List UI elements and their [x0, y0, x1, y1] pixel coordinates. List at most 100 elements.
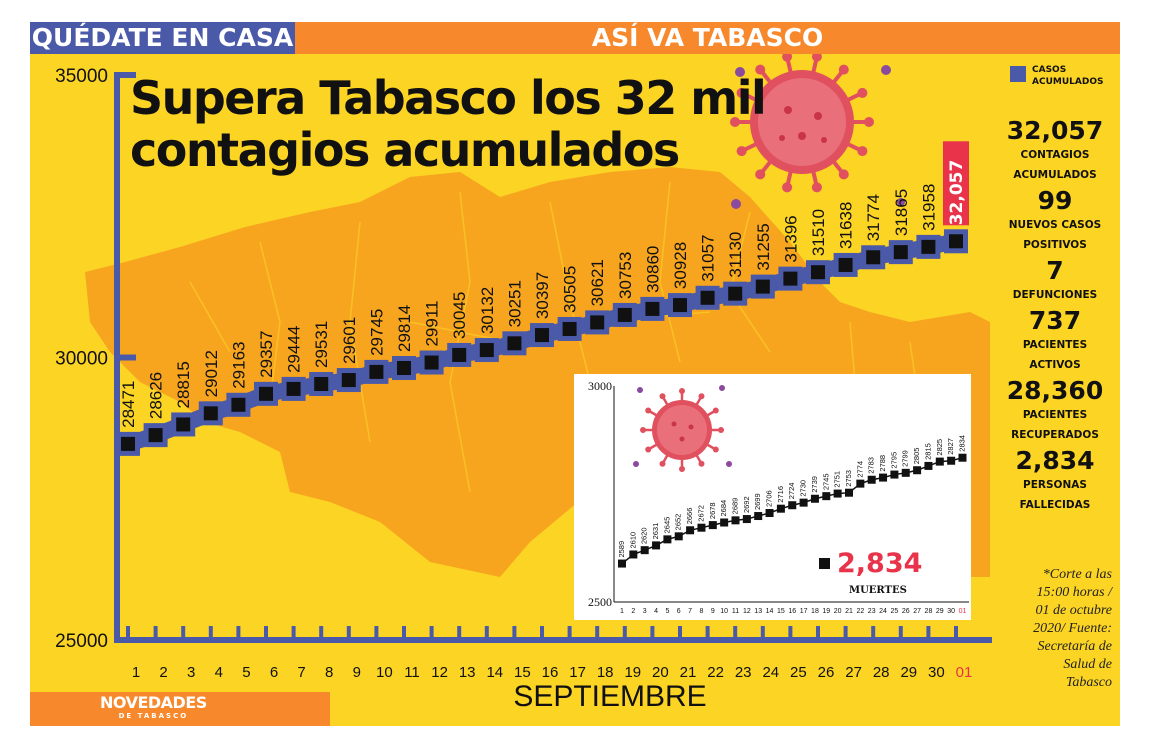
headline: Supera Tabasco los 32 mil contagios acum… — [130, 71, 767, 177]
inset-data-point — [674, 532, 683, 541]
inset-data-point — [663, 535, 672, 544]
inset-data-label: 2815 — [923, 443, 932, 460]
data-point — [949, 234, 963, 249]
data-label: 31255 — [754, 223, 773, 270]
inset-data-label: 2672 — [696, 505, 705, 522]
stat-label: PERSONAS FALLECIDAS — [1019, 479, 1091, 511]
logo-name: NOVEDADES — [100, 693, 207, 712]
data-label: 29911 — [423, 301, 442, 347]
inset-data-label: 2745 — [821, 473, 830, 490]
data-point — [452, 347, 467, 362]
data-point — [203, 406, 218, 421]
x-tick-label: 01 — [956, 664, 973, 681]
virus-spike-tip — [782, 51, 793, 62]
x-tick-mark — [126, 626, 130, 640]
virus-spike-tip — [718, 427, 724, 433]
inset-data-point — [958, 453, 967, 462]
inset-x-tick-label: 10 — [720, 608, 728, 615]
data-point — [673, 298, 687, 313]
virus-spike-tip — [645, 407, 652, 414]
data-point — [286, 381, 301, 396]
x-tick-label: 15 — [514, 664, 531, 681]
x-tick-label: 6 — [270, 664, 278, 681]
x-tick-label: 19 — [624, 664, 641, 681]
inset-data-label: 2730 — [799, 480, 808, 497]
data-label: 30132 — [478, 287, 497, 334]
inset-y-tick-label: 3000 — [588, 379, 612, 393]
inset-data-point — [913, 466, 922, 475]
x-tick-mark — [540, 626, 544, 640]
inset-x-tick-label: 8 — [699, 608, 703, 615]
inset-data-point — [708, 521, 717, 530]
inset-x-tick-label: 9 — [711, 608, 715, 615]
x-tick-label: 14 — [486, 664, 503, 681]
inset-data-point — [890, 470, 899, 479]
virus-spike-tip — [811, 182, 822, 193]
data-label: 30860 — [643, 246, 662, 293]
x-tick-label: 3 — [187, 664, 195, 681]
inset-data-label: 2678 — [708, 502, 717, 519]
x-tick-label: 30 — [928, 664, 945, 681]
inset-x-tick-label: 15 — [777, 608, 785, 615]
virus-spike-tip — [736, 146, 747, 157]
inset-x-tick-label: 12 — [743, 608, 751, 615]
virus-spike-tip — [755, 169, 766, 180]
inset-x-tick-label: 5 — [665, 608, 669, 615]
inset-data-point — [856, 479, 865, 488]
inset-data-label: 2739 — [810, 476, 819, 493]
banner-tabasco: ASÍ VA TABASCO — [295, 22, 1120, 54]
inset-data-point — [697, 523, 706, 532]
inset-data-label: 2774 — [855, 461, 864, 478]
inset-x-tick-label: 11 — [732, 608, 739, 615]
x-tick-label: 28 — [873, 664, 890, 681]
virus-spike-tip — [712, 446, 719, 453]
small-virus-icons — [731, 65, 905, 209]
inset-x-tick-label: 01 — [959, 608, 967, 615]
x-tick-mark — [457, 626, 462, 640]
data-label: 30397 — [533, 272, 552, 319]
inset-data-point — [845, 488, 853, 497]
inset-data-label: 2827 — [946, 438, 955, 455]
x-tick-label: 5 — [242, 664, 250, 681]
inset-data-label: 2799 — [901, 450, 910, 467]
data-label: 30045 — [450, 292, 469, 339]
inset-data-label: 2751 — [833, 471, 842, 488]
inset-data-label: 2699 — [753, 493, 762, 510]
inset-data-label: 2724 — [787, 483, 796, 500]
data-point — [535, 328, 549, 343]
inset-legend-label: MUERTES — [849, 585, 907, 596]
x-tick-mark — [595, 626, 600, 640]
legend-swatch — [1010, 66, 1026, 82]
data-label: 31865 — [892, 189, 911, 236]
data-point — [314, 376, 329, 391]
data-point — [811, 265, 825, 280]
inset-x-tick-label: 19 — [822, 608, 830, 615]
x-tick-label: 20 — [652, 664, 669, 681]
x-tick-mark — [236, 626, 241, 640]
x-tick-label: 12 — [431, 664, 448, 681]
x-tick-label: 24 — [762, 664, 779, 681]
inset-data-point — [765, 509, 774, 518]
inset-data-label: 2610 — [628, 532, 637, 549]
virus-spike-tip — [730, 117, 740, 127]
inset-data-label: 2684 — [719, 500, 728, 517]
virus-spike-tip — [838, 64, 849, 75]
x-tick-mark — [567, 626, 572, 640]
data-label: 30621 — [588, 259, 607, 306]
data-point — [507, 336, 522, 351]
data-label: 28626 — [147, 372, 166, 419]
virus-spike-tip — [736, 87, 747, 98]
data-point — [783, 271, 798, 286]
data-label: 28471 — [119, 381, 138, 428]
data-point — [231, 397, 246, 412]
x-tick-label: 17 — [569, 664, 586, 681]
stat-value: 99 — [1037, 186, 1073, 215]
x-tick-mark — [898, 626, 903, 640]
inset-data-point — [947, 456, 956, 465]
virus-spike-tip — [755, 64, 766, 75]
y-tick-mark — [114, 354, 136, 361]
x-tick-label: 11 — [404, 664, 420, 681]
data-label: 29163 — [229, 342, 248, 389]
